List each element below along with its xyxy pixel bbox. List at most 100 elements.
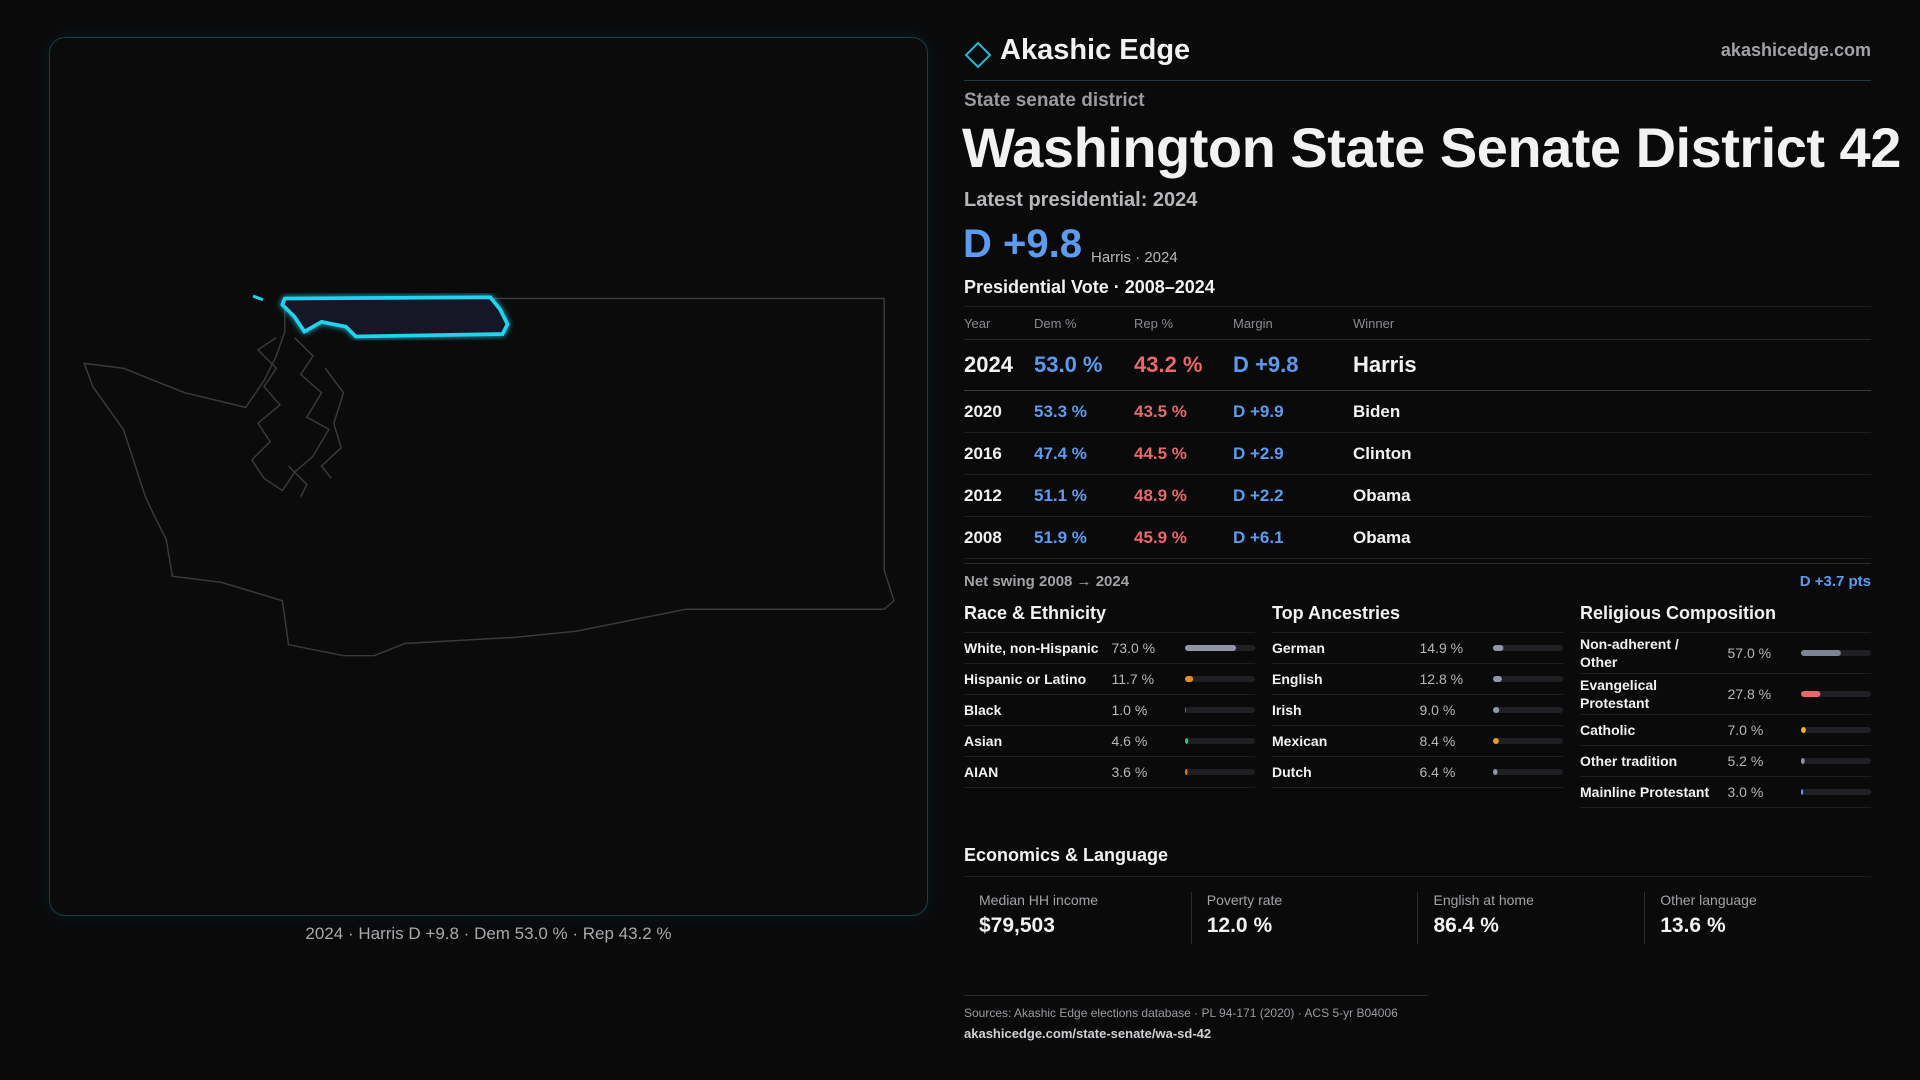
table-cell: 51.9 %	[1034, 516, 1134, 559]
section-title: Race & Ethnicity	[964, 602, 1255, 633]
stat-label: Other language	[1660, 892, 1757, 908]
item-label: AIAN	[964, 764, 999, 780]
table-row: 2020 53.3 % 43.5 % D +9.9 Biden	[964, 390, 1871, 433]
table-cell: 2012	[964, 474, 1034, 517]
track	[1493, 738, 1563, 744]
state-outline	[83, 297, 895, 657]
brand[interactable]: Akashic Edge	[1000, 34, 1191, 66]
district-map	[83, 294, 895, 657]
divider	[964, 563, 1871, 564]
item-value: 8.4 %	[1419, 733, 1456, 749]
track	[1185, 707, 1255, 713]
page-url[interactable]: akashicedge.com/state-senate/wa-sd-42	[964, 1026, 1212, 1041]
table-cell: D +9.8	[1233, 339, 1353, 391]
stat-value: 13.6 %	[1660, 914, 1726, 937]
bar-track	[1493, 645, 1563, 651]
track	[1185, 769, 1255, 775]
composition-row: Hispanic or Latino 11.7 %	[964, 664, 1255, 695]
table-cell: 2020	[964, 390, 1034, 433]
bar	[1801, 691, 1821, 697]
site-link[interactable]: akashicedge.com	[1720, 40, 1871, 60]
track	[1801, 789, 1871, 795]
bar	[1185, 769, 1188, 775]
swing-value: D +3.7 pts	[1799, 573, 1871, 590]
bar-track	[1185, 676, 1255, 682]
item-label: Non-adherent / Other	[1580, 636, 1679, 670]
column-header: Rep %	[1134, 306, 1233, 340]
table-cell: 43.5 %	[1134, 390, 1233, 433]
district-title: Washington State Senate District 42	[962, 116, 1901, 179]
map-caption: 2024 · Harris D +9.8 · Dem 53.0 % · Rep …	[305, 924, 672, 943]
composition-row: English 12.8 %	[1272, 664, 1563, 695]
item-value: 6.4 %	[1419, 764, 1456, 780]
composition-row: Dutch 6.4 %	[1272, 757, 1563, 788]
composition-row: Catholic 7.0 %	[1580, 715, 1871, 746]
composition-row: Non-adherent / Other 57.0 %	[1580, 633, 1871, 674]
composition-row: Evangelical Protestant 27.8 %	[1580, 674, 1871, 715]
bar-track	[1185, 645, 1255, 651]
item-label: Asian	[964, 733, 1003, 749]
item-label: Hispanic or Latino	[964, 671, 1087, 687]
column-header: Margin	[1233, 306, 1353, 340]
bar	[1493, 769, 1498, 775]
divider	[964, 876, 1871, 877]
table-cell: D +2.2	[1233, 474, 1353, 517]
bar	[1493, 645, 1504, 651]
item-label: German	[1272, 640, 1325, 656]
item-value: 1.0 %	[1111, 702, 1148, 718]
track	[1493, 645, 1563, 651]
table-cell: 48.9 %	[1134, 474, 1233, 517]
table-cell: D +2.9	[1233, 432, 1353, 475]
table-cell: D +6.1	[1233, 516, 1353, 559]
district-42	[280, 295, 510, 339]
vote-table: Year Dem % Rep % Margin Winner 2024 53.0 % 43.2…	[964, 306, 1871, 559]
item-label: English	[1272, 671, 1323, 687]
stat-label: Median HH income	[979, 892, 1099, 908]
item-value: 12.8 %	[1419, 671, 1464, 687]
bar-track	[1185, 769, 1255, 775]
bar	[1185, 676, 1194, 682]
track	[1493, 707, 1563, 713]
table-cell: 53.3 %	[1034, 390, 1134, 433]
composition-row: Mainline Protestant 3.0 %	[1580, 777, 1871, 808]
stat-value: 86.4 %	[1433, 914, 1499, 937]
bar	[1185, 738, 1189, 744]
swing-label: Net swing 2008 → 2024	[964, 573, 1130, 590]
item-value: 3.0 %	[1727, 784, 1764, 800]
stat: English at home 86.4 %	[1417, 892, 1644, 944]
item-value: 7.0 %	[1727, 722, 1764, 738]
item-value: 27.8 %	[1727, 686, 1772, 702]
table-cell: 51.1 %	[1034, 474, 1134, 517]
table-cell: 2008	[964, 516, 1034, 559]
bar	[1493, 707, 1500, 713]
column-header: Dem %	[1034, 306, 1134, 340]
table-cell: Biden	[1353, 390, 1871, 433]
section-title: Economics & Language	[964, 845, 1169, 865]
table-row: 2008 51.9 % 45.9 % D +6.1 Obama	[964, 516, 1871, 559]
kicker: State senate district	[964, 90, 1145, 111]
bar	[1493, 676, 1503, 682]
bar	[1185, 707, 1186, 713]
composition-row: German 14.9 %	[1272, 633, 1563, 664]
table-cell: D +9.9	[1233, 390, 1353, 433]
composition-section: Race & Ethnicity White, non-Hispanic 73.0 …	[964, 602, 1255, 788]
divider	[964, 80, 1871, 81]
item-label: Evangelical Protestant	[1580, 677, 1658, 711]
item-label: Dutch	[1272, 764, 1312, 780]
table-row: 2024 53.0 % 43.2 % D +9.8 Harris	[964, 339, 1871, 391]
composition-row: Mexican 8.4 %	[1272, 726, 1563, 757]
track	[1185, 676, 1255, 682]
map-panel	[49, 37, 928, 916]
item-label: Irish	[1272, 702, 1302, 718]
item-label: Mexican	[1272, 733, 1328, 749]
item-label: Catholic	[1580, 722, 1636, 738]
section-title: Religious Composition	[1580, 602, 1871, 633]
puget-sound	[250, 337, 345, 498]
item-value: 4.6 %	[1111, 733, 1148, 749]
bar-track	[1801, 789, 1871, 795]
section-title: Top Ancestries	[1272, 602, 1563, 633]
stat: Poverty rate 12.0 %	[1190, 892, 1418, 944]
table-cell: Obama	[1353, 516, 1871, 559]
bar	[1801, 727, 1807, 733]
